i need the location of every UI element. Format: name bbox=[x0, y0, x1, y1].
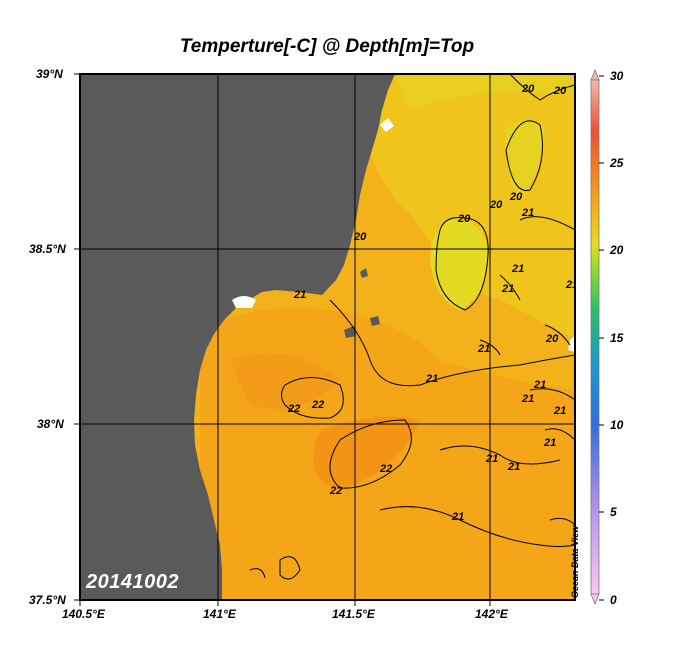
lon-label-141: 141°E bbox=[203, 607, 236, 621]
map-area: 20 20 20 20 20 20 21 21 21 21 21 21 21 2… bbox=[80, 74, 578, 600]
colorbar-bottom-arrow bbox=[590, 593, 600, 606]
colorbar-label-15: 15 bbox=[610, 331, 624, 345]
contour-label: 20 bbox=[509, 191, 523, 203]
colorbar-label-10: 10 bbox=[610, 418, 624, 432]
contour-label: 22 bbox=[379, 463, 392, 475]
colorbar-label-0: 0 bbox=[610, 593, 617, 607]
contour-line bbox=[544, 428, 575, 441]
contour-labels: 20 20 20 20 20 20 21 21 21 21 21 21 21 2… bbox=[287, 83, 578, 523]
contour-line bbox=[519, 216, 575, 231]
contour-line bbox=[529, 388, 575, 401]
island-5 bbox=[568, 336, 575, 352]
colorbar-label-25: 25 bbox=[610, 156, 624, 170]
contour-line bbox=[329, 299, 575, 387]
lat-label-37-5: 37.5°N bbox=[29, 593, 66, 607]
lon-label-140-5: 140.5°E bbox=[62, 607, 105, 621]
map-title: Temperture[-C] @ Depth[m]=Top bbox=[179, 36, 475, 57]
date-stamp: 20141002 bbox=[86, 571, 179, 593]
contour-line bbox=[505, 120, 543, 191]
land-mass bbox=[80, 74, 395, 600]
contour-line bbox=[249, 568, 266, 579]
cool-patch-3 bbox=[395, 74, 575, 110]
colorbar-scale bbox=[590, 79, 600, 595]
contour-line bbox=[279, 556, 301, 580]
contour-label: 21 bbox=[521, 393, 534, 405]
contour-label: 20 bbox=[553, 85, 567, 97]
colorbar-label-5: 5 bbox=[610, 505, 617, 519]
colorbar bbox=[590, 68, 604, 606]
contour-label: 20 bbox=[521, 83, 535, 95]
contour-label: 21 bbox=[533, 379, 546, 391]
contour-line bbox=[549, 517, 575, 526]
contour-label: 20 bbox=[489, 199, 503, 211]
contour-label: 21 bbox=[293, 289, 306, 301]
warm-eddy-1 bbox=[230, 353, 340, 410]
contour-label: 21 bbox=[477, 343, 490, 355]
contour-lines bbox=[249, 74, 575, 580]
contour-label: 21 bbox=[485, 453, 498, 465]
contour-label: 20 bbox=[353, 231, 367, 243]
island-4 bbox=[360, 268, 368, 278]
lat-label-38: 38°N bbox=[37, 417, 64, 431]
contour-label: 21 bbox=[553, 405, 566, 417]
colorbar-label-30: 30 bbox=[610, 69, 624, 83]
contour-line bbox=[435, 217, 489, 311]
contour-label: 20 bbox=[545, 333, 559, 345]
lat-label-39: 39°N bbox=[36, 67, 63, 81]
contour-label: 21 bbox=[425, 373, 438, 385]
island-2 bbox=[344, 326, 356, 338]
contour-line bbox=[379, 506, 575, 547]
coast-white-patch bbox=[232, 296, 256, 308]
island-3 bbox=[370, 316, 380, 326]
lon-label-141-5: 141.5°E bbox=[332, 607, 375, 621]
graticule bbox=[80, 74, 575, 600]
contour-label: 22 bbox=[311, 399, 324, 411]
cool-patch-2 bbox=[505, 120, 545, 195]
cool-patch-1 bbox=[430, 219, 488, 310]
contour-label: 21 bbox=[501, 283, 514, 295]
contour-line bbox=[439, 445, 561, 465]
map-frame bbox=[79, 73, 576, 601]
contour-line bbox=[509, 74, 575, 101]
axis-ticks bbox=[74, 73, 491, 606]
contour-label: 21 bbox=[451, 511, 464, 523]
lon-label-142: 142°E bbox=[475, 607, 508, 621]
odv-watermark: Ocean Data View bbox=[570, 525, 580, 598]
contour-line bbox=[479, 339, 501, 356]
contour-label: 21 bbox=[511, 263, 524, 275]
lat-label-38-5: 38.5°N bbox=[29, 242, 66, 256]
contour-label: 21 bbox=[521, 207, 534, 219]
contour-label: 21 bbox=[565, 279, 578, 291]
contour-line bbox=[329, 419, 412, 489]
contour-line bbox=[544, 324, 571, 346]
contour-line bbox=[281, 377, 344, 419]
contour-label: 22 bbox=[329, 485, 342, 497]
contour-line bbox=[499, 274, 521, 301]
colorbar-label-20: 20 bbox=[610, 243, 624, 257]
warm-eddy-2 bbox=[313, 416, 420, 490]
contour-label: 22 bbox=[287, 403, 300, 415]
contour-label: 21 bbox=[507, 461, 520, 473]
contour-label: 21 bbox=[543, 437, 556, 449]
island-1 bbox=[380, 118, 394, 132]
contour-label: 20 bbox=[457, 213, 471, 225]
colorbar-top-arrow bbox=[590, 68, 600, 81]
